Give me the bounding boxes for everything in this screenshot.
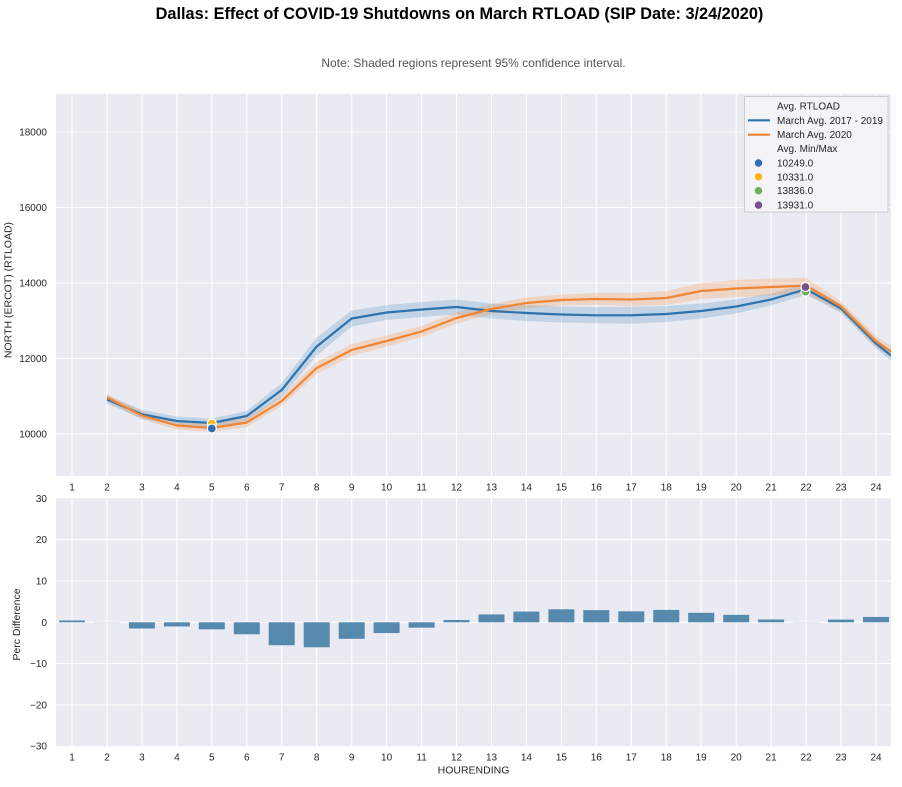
svg-text:13931.0: 13931.0 <box>777 201 814 212</box>
svg-text:19: 19 <box>696 483 708 494</box>
svg-text:Perc Difference: Perc Difference <box>11 588 23 660</box>
svg-text:19: 19 <box>696 753 708 764</box>
svg-text:10331.0: 10331.0 <box>777 172 814 183</box>
svg-text:4: 4 <box>174 483 180 494</box>
svg-text:3: 3 <box>139 483 145 494</box>
svg-text:16000: 16000 <box>19 203 47 214</box>
svg-text:−20: −20 <box>30 700 47 711</box>
svg-text:March Avg. 2017 - 2019: March Avg. 2017 - 2019 <box>777 116 883 127</box>
svg-text:−10: −10 <box>30 659 47 670</box>
svg-text:1: 1 <box>69 753 75 764</box>
svg-text:1: 1 <box>69 483 75 494</box>
svg-text:23: 23 <box>835 753 847 764</box>
svg-text:14: 14 <box>521 483 533 494</box>
svg-text:Note: Shaded regions represent: Note: Shaded regions represent 95% confi… <box>321 56 625 70</box>
svg-text:Avg. RTLOAD: Avg. RTLOAD <box>777 102 840 113</box>
svg-text:Avg. Min/Max: Avg. Min/Max <box>777 144 837 155</box>
svg-text:5: 5 <box>209 753 215 764</box>
svg-text:11: 11 <box>416 483 427 494</box>
svg-text:12: 12 <box>451 483 463 494</box>
svg-text:Dallas: Effect of COVID-19 Shu: Dallas: Effect of COVID-19 Shutdowns on … <box>156 5 764 23</box>
svg-text:22: 22 <box>801 753 813 764</box>
svg-text:2: 2 <box>104 483 110 494</box>
svg-text:12: 12 <box>451 753 463 764</box>
svg-text:2: 2 <box>104 753 110 764</box>
svg-text:−30: −30 <box>30 742 47 753</box>
svg-text:0: 0 <box>41 618 47 629</box>
svg-text:16: 16 <box>591 753 603 764</box>
svg-text:17: 17 <box>626 753 638 764</box>
svg-text:12000: 12000 <box>19 354 47 365</box>
svg-text:NORTH (ERCOT) (RTLOAD): NORTH (ERCOT) (RTLOAD) <box>3 222 15 358</box>
svg-text:8: 8 <box>314 483 320 494</box>
svg-text:3: 3 <box>139 753 145 764</box>
svg-text:10: 10 <box>381 753 393 764</box>
svg-text:9: 9 <box>349 483 355 494</box>
svg-text:10000: 10000 <box>19 429 47 440</box>
svg-text:7: 7 <box>279 483 285 494</box>
svg-text:15: 15 <box>556 753 568 764</box>
svg-text:10: 10 <box>36 577 48 588</box>
svg-text:15: 15 <box>556 483 568 494</box>
svg-text:16: 16 <box>591 483 603 494</box>
svg-text:6: 6 <box>244 753 250 764</box>
svg-text:18000: 18000 <box>19 128 47 139</box>
svg-text:24: 24 <box>870 753 882 764</box>
svg-text:5: 5 <box>209 483 215 494</box>
svg-text:10: 10 <box>381 483 393 494</box>
svg-text:14: 14 <box>521 753 533 764</box>
svg-text:30: 30 <box>36 494 48 505</box>
svg-text:6: 6 <box>244 483 250 494</box>
svg-text:4: 4 <box>174 753 180 764</box>
svg-text:21: 21 <box>766 753 778 764</box>
svg-text:9: 9 <box>349 753 355 764</box>
svg-text:13: 13 <box>486 483 498 494</box>
svg-text:18: 18 <box>661 483 673 494</box>
svg-text:13: 13 <box>486 753 498 764</box>
svg-text:20: 20 <box>731 753 743 764</box>
svg-text:23: 23 <box>835 483 847 494</box>
svg-text:18: 18 <box>661 753 673 764</box>
svg-text:22: 22 <box>801 483 813 494</box>
svg-text:24: 24 <box>870 483 882 494</box>
svg-text:14000: 14000 <box>19 278 47 289</box>
svg-text:11: 11 <box>416 753 427 764</box>
svg-text:17: 17 <box>626 483 638 494</box>
svg-text:20: 20 <box>731 483 743 494</box>
svg-text:7: 7 <box>279 753 285 764</box>
svg-text:HOURENDING: HOURENDING <box>438 765 510 777</box>
svg-text:March Avg. 2020: March Avg. 2020 <box>777 130 852 141</box>
svg-text:13836.0: 13836.0 <box>777 186 814 197</box>
svg-text:21: 21 <box>766 483 778 494</box>
svg-text:10249.0: 10249.0 <box>777 159 814 170</box>
svg-text:8: 8 <box>314 753 320 764</box>
svg-text:20: 20 <box>36 535 48 546</box>
